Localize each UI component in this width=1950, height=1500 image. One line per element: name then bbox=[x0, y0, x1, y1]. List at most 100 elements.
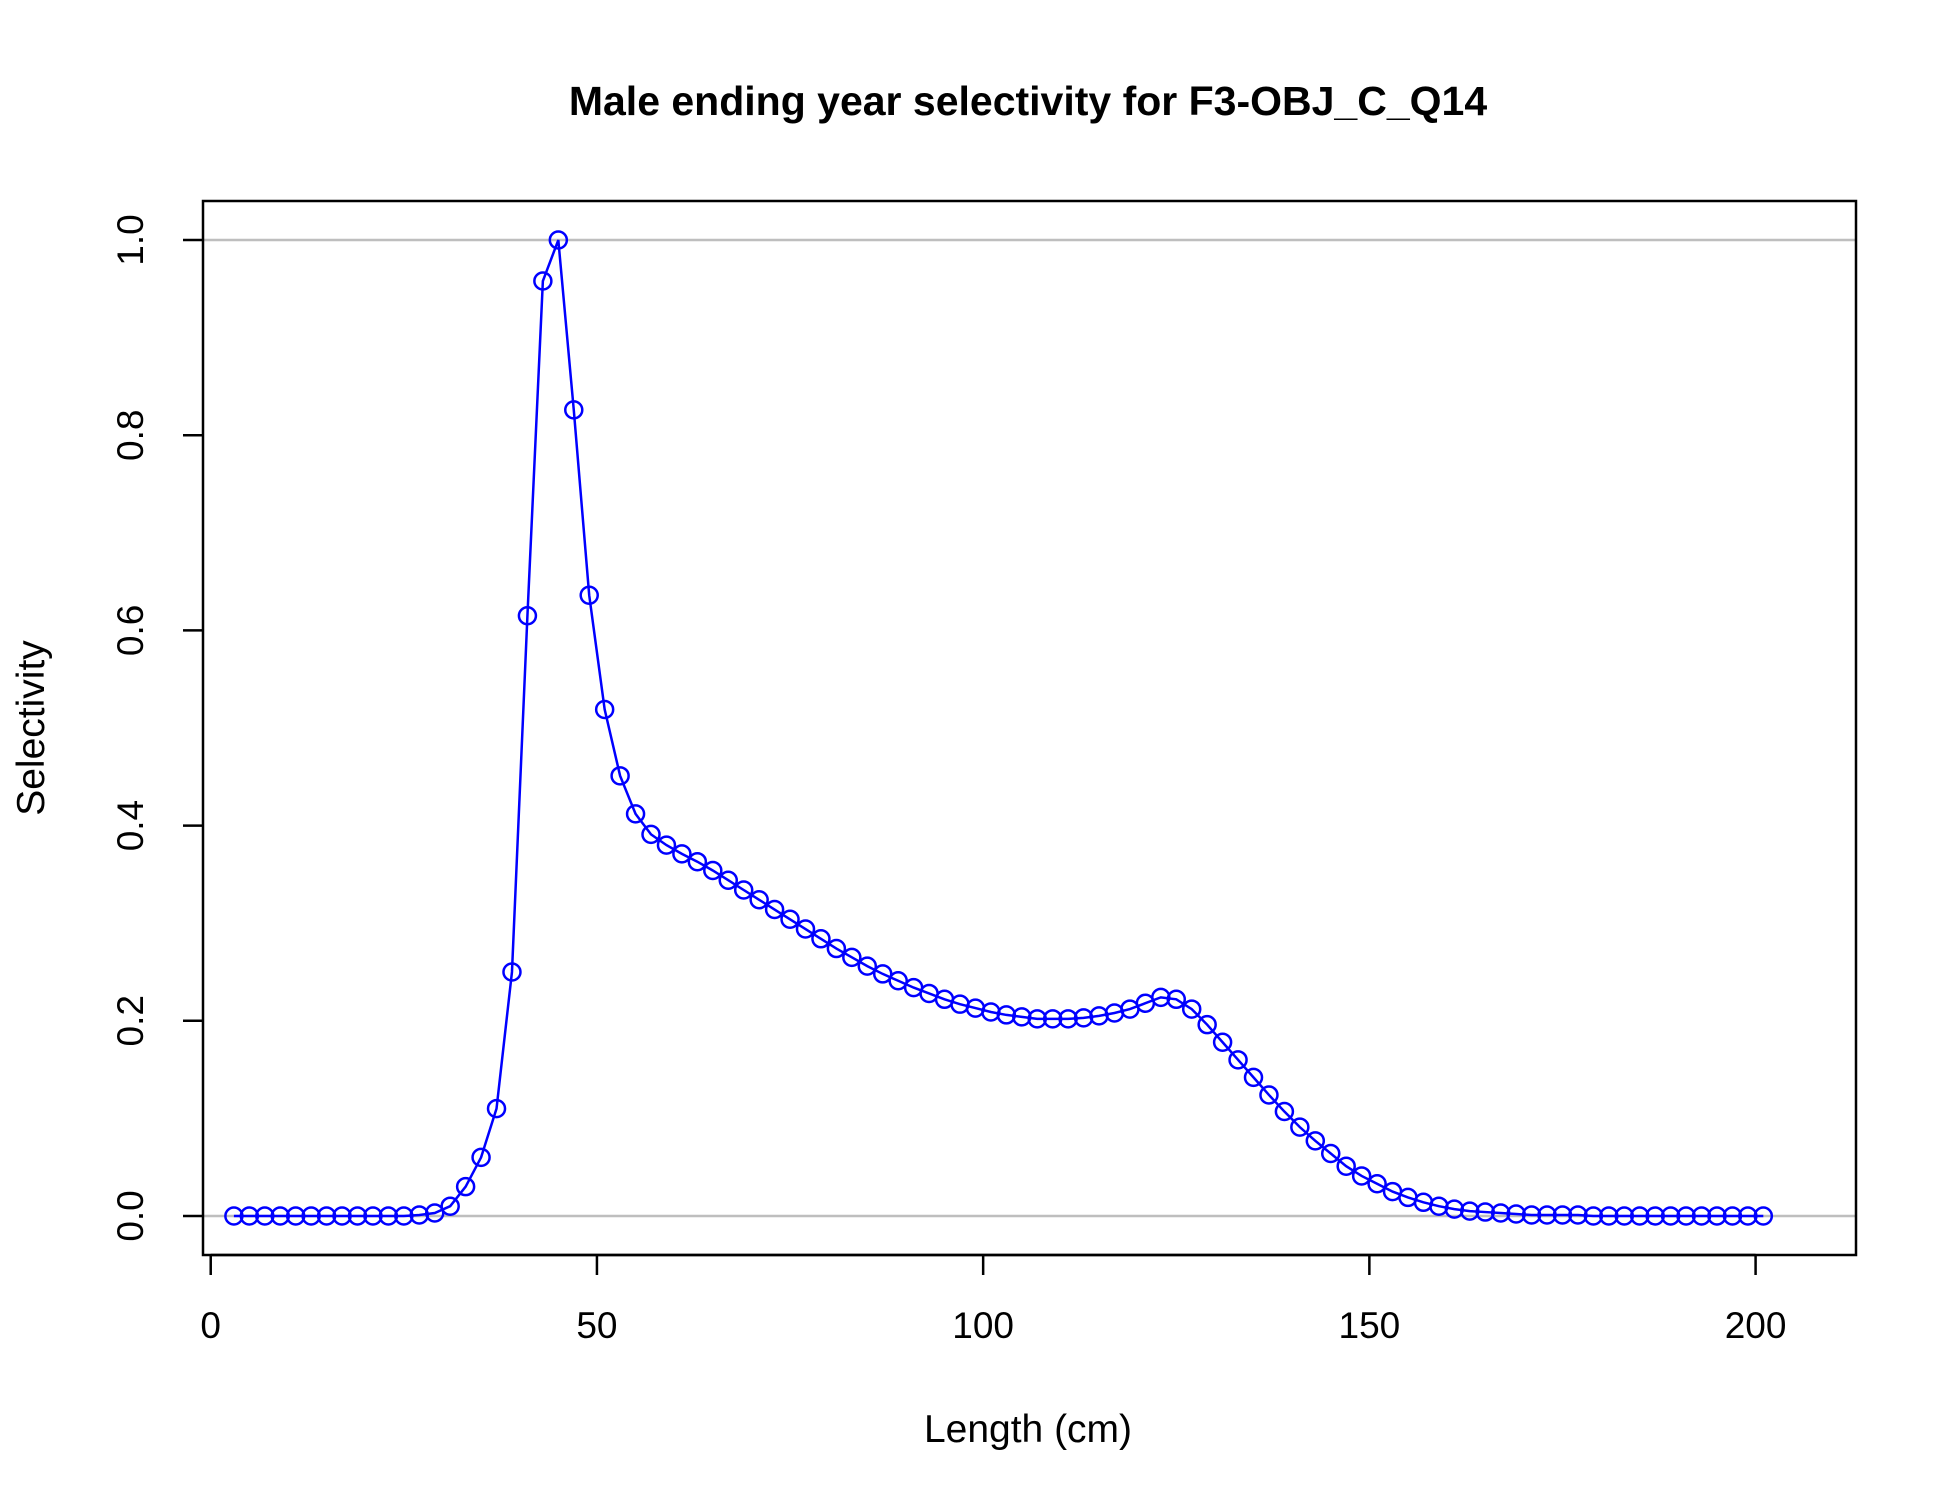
series-layer bbox=[224, 230, 1774, 1226]
y-tick-label: 0.2 bbox=[110, 995, 151, 1046]
data-point bbox=[486, 1098, 507, 1119]
data-point bbox=[842, 947, 862, 968]
data-point bbox=[857, 956, 878, 976]
data-point bbox=[394, 1206, 414, 1226]
chart-title: Male ending year selectivity for F3-OBJ_… bbox=[569, 78, 1487, 124]
x-tick-label: 0 bbox=[200, 1305, 221, 1346]
data-point bbox=[780, 909, 800, 930]
data-point bbox=[332, 1206, 352, 1226]
data-point bbox=[1305, 1131, 1326, 1151]
data-point bbox=[1691, 1206, 1712, 1226]
data-point bbox=[1738, 1206, 1758, 1226]
data-point bbox=[1645, 1206, 1665, 1226]
data-point bbox=[610, 766, 630, 786]
data-point bbox=[811, 929, 831, 949]
data-point bbox=[533, 271, 553, 291]
data-point bbox=[1181, 999, 1202, 1019]
data-point bbox=[1583, 1206, 1604, 1226]
data-point bbox=[363, 1206, 383, 1226]
data-point bbox=[1753, 1206, 1774, 1226]
data-point bbox=[641, 824, 661, 845]
data-point bbox=[1027, 1009, 1047, 1029]
data-point bbox=[471, 1147, 491, 1168]
data-point bbox=[687, 851, 708, 872]
data-point bbox=[826, 938, 847, 959]
data-point bbox=[749, 890, 769, 910]
data-point bbox=[285, 1206, 306, 1226]
data-point bbox=[1259, 1085, 1279, 1105]
data-point bbox=[301, 1206, 321, 1226]
x-tick-label: 150 bbox=[1339, 1305, 1401, 1346]
data-point bbox=[1460, 1201, 1480, 1221]
data-point bbox=[255, 1206, 275, 1226]
data-point bbox=[703, 860, 723, 881]
x-tick-label: 50 bbox=[576, 1305, 617, 1346]
data-point bbox=[1012, 1007, 1032, 1027]
data-point bbox=[996, 1005, 1017, 1025]
data-point bbox=[270, 1206, 290, 1226]
data-point bbox=[1151, 987, 1171, 1008]
data-point bbox=[1490, 1203, 1511, 1223]
y-tick-label: 0.4 bbox=[110, 800, 151, 851]
data-point bbox=[1506, 1204, 1526, 1224]
data-point bbox=[1320, 1143, 1341, 1164]
data-point bbox=[1042, 1009, 1063, 1029]
data-point bbox=[1552, 1205, 1573, 1225]
data-point bbox=[1073, 1008, 1094, 1028]
data-point bbox=[1351, 1166, 1372, 1186]
data-point bbox=[517, 606, 538, 626]
data-point bbox=[1444, 1199, 1465, 1219]
data-point bbox=[1475, 1202, 1495, 1222]
data-point bbox=[347, 1206, 368, 1226]
data-point bbox=[1290, 1117, 1310, 1137]
data-point bbox=[1614, 1206, 1635, 1226]
data-point bbox=[316, 1206, 337, 1226]
data-point bbox=[440, 1196, 460, 1216]
data-point bbox=[1660, 1206, 1681, 1226]
y-tick-label: 0.0 bbox=[110, 1190, 151, 1241]
data-point bbox=[224, 1206, 244, 1226]
data-point bbox=[1568, 1205, 1588, 1225]
y-tick-label: 0.6 bbox=[110, 605, 151, 656]
reference-lines bbox=[203, 238, 1856, 1218]
x-axis-title: Length (cm) bbox=[924, 1408, 1132, 1451]
data-point bbox=[718, 870, 739, 890]
data-point bbox=[656, 835, 677, 855]
data-point bbox=[1521, 1205, 1542, 1225]
data-point bbox=[1537, 1205, 1557, 1225]
x-tick-label: 100 bbox=[952, 1305, 1014, 1346]
data-point bbox=[1274, 1101, 1295, 1122]
y-axis-title: Selectivity bbox=[10, 640, 53, 816]
data-point bbox=[548, 230, 569, 250]
data-point bbox=[1367, 1174, 1387, 1194]
x-axis: 0 50 100 150 200 bbox=[200, 1253, 1787, 1346]
data-point bbox=[409, 1205, 430, 1225]
data-point bbox=[1197, 1014, 1217, 1035]
data-point bbox=[1228, 1050, 1248, 1070]
data-point bbox=[733, 880, 754, 900]
data-point bbox=[1166, 989, 1187, 1010]
x-tick-label: 200 bbox=[1725, 1305, 1787, 1346]
plot-frame bbox=[201, 199, 1858, 1257]
data-point bbox=[672, 844, 692, 864]
data-point bbox=[1058, 1009, 1078, 1029]
data-point bbox=[1336, 1156, 1356, 1176]
data-point bbox=[1629, 1206, 1650, 1226]
series-line bbox=[233, 239, 1764, 1218]
data-point bbox=[1212, 1032, 1233, 1052]
data-point bbox=[1722, 1206, 1743, 1226]
data-point bbox=[1707, 1206, 1727, 1226]
y-axis: 0.0 0.2 0.4 0.6 0.8 1.0 bbox=[110, 214, 203, 1242]
data-point bbox=[1243, 1067, 1264, 1088]
data-point bbox=[455, 1176, 476, 1197]
data-point bbox=[594, 699, 615, 720]
data-point bbox=[625, 804, 646, 824]
y-tick-label: 0.8 bbox=[110, 410, 151, 461]
data-point bbox=[502, 962, 522, 982]
data-point bbox=[564, 400, 584, 420]
y-tick-label: 1.0 bbox=[110, 214, 151, 265]
data-point bbox=[1599, 1206, 1619, 1226]
data-point bbox=[795, 919, 816, 939]
data-point bbox=[239, 1206, 260, 1226]
